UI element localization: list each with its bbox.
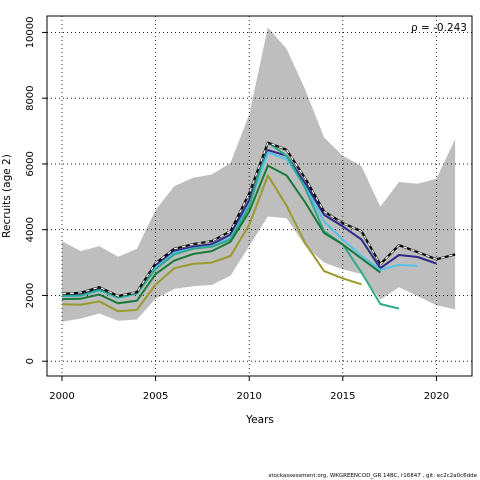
series-line-main-dash <box>61 141 456 297</box>
series-line-4 <box>61 164 381 305</box>
x-axis-title: Years <box>245 414 274 426</box>
x-tick-label: 2010 <box>236 391 261 402</box>
y-tick-label: 10000 <box>25 16 36 48</box>
correlation-annotation: ρ = -0.243 <box>411 22 467 34</box>
y-tick-label: 4000 <box>25 217 36 242</box>
x-tick-label: 2000 <box>49 391 74 402</box>
x-tick-label: 2020 <box>424 391 449 402</box>
series-line-5 <box>61 174 362 313</box>
y-axis-title: Recruits (age 2) <box>1 154 13 238</box>
y-tick-label: 2000 <box>25 283 36 308</box>
y-tick-label: 8000 <box>25 85 36 110</box>
series-layer <box>61 141 456 313</box>
footer-source-text: stockassessment.org, WKGREENCOD_GR 14BC,… <box>268 473 477 479</box>
y-tick-label: 6000 <box>25 151 36 176</box>
axis-layer: 2000 2005 2010 2015 2020 0 2000 4000 6000 8000 100… <box>25 16 449 402</box>
y-tick-label: 0 <box>25 358 36 364</box>
plot-frame <box>46 15 473 377</box>
x-tick-label: 2005 <box>143 391 168 402</box>
x-tick-label: 2015 <box>330 391 355 402</box>
